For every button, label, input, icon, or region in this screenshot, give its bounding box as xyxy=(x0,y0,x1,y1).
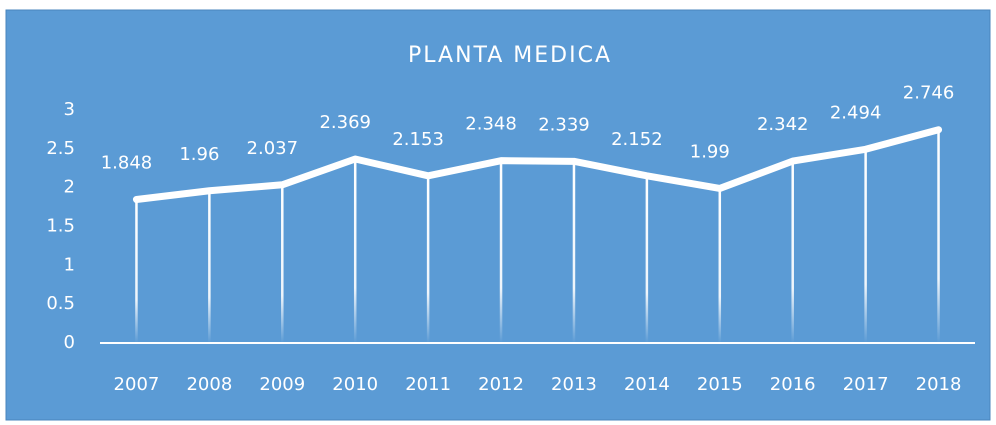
drop-line xyxy=(135,199,138,343)
data-label: 2.746 xyxy=(903,83,955,104)
x-tick-label: 2013 xyxy=(551,374,597,395)
drop-line xyxy=(208,190,211,343)
drop-line xyxy=(353,159,357,343)
x-tick-label: 2012 xyxy=(478,374,524,395)
data-label: 2.342 xyxy=(757,114,809,135)
x-tick-label: 2007 xyxy=(114,374,160,395)
data-label: 2.494 xyxy=(830,102,882,123)
drop-line xyxy=(645,175,649,343)
y-tick-label: 2 xyxy=(64,177,75,198)
y-tick-label: 0 xyxy=(64,332,75,353)
drop-line xyxy=(572,161,576,343)
data-label: 1.99 xyxy=(690,141,730,162)
x-tick-label: 2014 xyxy=(624,374,670,395)
data-label: 2.153 xyxy=(392,129,444,150)
data-label: 1.848 xyxy=(101,152,153,173)
line xyxy=(132,126,943,203)
data-label: 2.037 xyxy=(247,138,299,159)
x-tick-label: 2018 xyxy=(916,374,962,395)
data-label: 2.152 xyxy=(611,129,663,150)
x-tick-label: 2017 xyxy=(843,374,889,395)
data-label: 1.96 xyxy=(179,144,219,165)
drop-line xyxy=(281,184,284,343)
y-tick-label: 1.5 xyxy=(46,216,75,237)
y-tick-label: 1 xyxy=(64,254,75,275)
chart-title: PLANTA MEDICA xyxy=(408,43,612,68)
y-tick-label: 0.5 xyxy=(46,293,75,314)
drop-line xyxy=(718,188,722,343)
x-tick-label: 2015 xyxy=(697,374,743,395)
drop-line xyxy=(791,161,794,343)
x-tick-label: 2011 xyxy=(405,374,451,395)
x-tick-label: 2016 xyxy=(770,374,816,395)
x-tick-label: 2010 xyxy=(332,374,378,395)
data-label: 2.348 xyxy=(465,114,517,135)
drop-line xyxy=(937,129,940,343)
y-tick-label: 2.5 xyxy=(46,138,75,159)
drop-line xyxy=(426,175,430,343)
x-tick-label: 2009 xyxy=(259,374,305,395)
drop-line xyxy=(864,149,867,343)
data-label: 2.369 xyxy=(319,112,371,133)
y-tick-label: 3 xyxy=(64,99,75,120)
drop-line xyxy=(499,160,503,343)
data-label: 2.339 xyxy=(538,114,590,135)
chart-background xyxy=(5,9,991,421)
x-tick-label: 2008 xyxy=(186,374,232,395)
